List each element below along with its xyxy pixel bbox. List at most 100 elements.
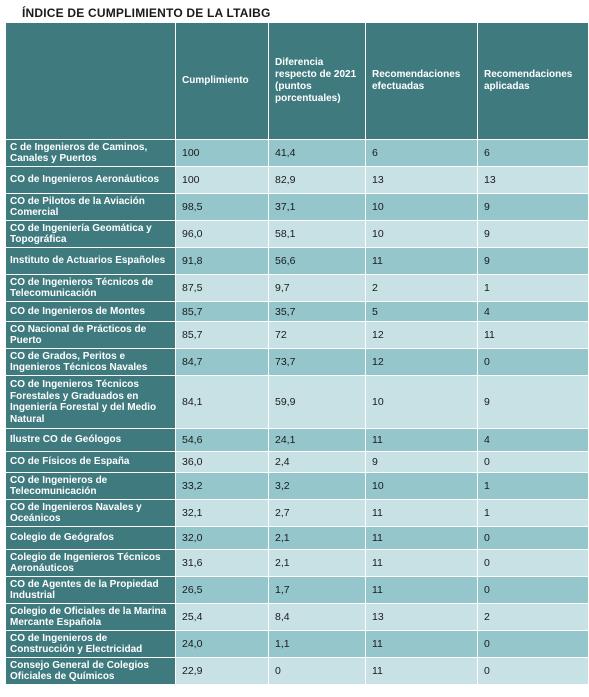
- entity-name-cell: CO de Ingenieros Navales y Oceánicos: [5, 499, 176, 527]
- entity-name-cell: CO de Ingenieros de Telecomunicación: [5, 472, 176, 500]
- diferencia-cell: 2,1: [268, 549, 366, 577]
- table-row: Instituto de Actuarios Españoles 91,8 56,6…: [5, 247, 589, 275]
- efectuadas-cell: 5: [365, 301, 478, 322]
- cumplimiento-cell: 24,0: [175, 630, 269, 658]
- header-efectuadas: Recomendaciones efectuadas: [365, 22, 478, 140]
- table-row: CO de Ingeniería Geomática y Topográfica…: [5, 220, 589, 248]
- header-diferencia: Diferencia respecto de 2021 (puntos porc…: [268, 22, 366, 140]
- aplicadas-cell: 13: [477, 166, 589, 194]
- efectuadas-cell: 11: [365, 549, 478, 577]
- diferencia-cell: 35,7: [268, 301, 366, 322]
- efectuadas-cell: 13: [365, 603, 478, 631]
- efectuadas-cell: 10: [365, 193, 478, 221]
- efectuadas-cell: 10: [365, 220, 478, 248]
- diferencia-cell: 82,9: [268, 166, 366, 194]
- cumplimiento-cell: 36,0: [175, 451, 269, 473]
- diferencia-cell: 59,9: [268, 375, 366, 429]
- efectuadas-cell: 11: [365, 576, 478, 604]
- efectuadas-cell: 9: [365, 451, 478, 473]
- entity-name-cell: CO de Ingenieros de Montes: [5, 301, 176, 322]
- aplicadas-cell: 1: [477, 472, 589, 500]
- diferencia-cell: 2,7: [268, 499, 366, 527]
- entity-name-cell: CO de Ingenieros de Construcción y Elect…: [5, 630, 176, 658]
- cumplimiento-cell: 84,7: [175, 348, 269, 376]
- header-aplicadas: Recomendaciones aplicadas: [477, 22, 589, 140]
- table-row: CO de Ingenieros de Telecomunicación 33,2…: [5, 472, 589, 500]
- diferencia-cell: 2,1: [268, 526, 366, 550]
- diferencia-cell: 58,1: [268, 220, 366, 248]
- aplicadas-cell: 1: [477, 499, 589, 527]
- table-body: C de Ingenieros de Caminos, Canales y Pu…: [5, 139, 589, 685]
- header-cumplimiento: Cumplimiento: [175, 22, 269, 140]
- aplicadas-cell: 0: [477, 526, 589, 550]
- cumplimiento-cell: 26,5: [175, 576, 269, 604]
- diferencia-cell: 24,1: [268, 428, 366, 452]
- cumplimiento-cell: 32,1: [175, 499, 269, 527]
- cumplimiento-cell: 91,8: [175, 247, 269, 275]
- table-row: CO de Ingenieros de Montes 85,7 35,7 5 4: [5, 301, 589, 322]
- aplicadas-cell: 2: [477, 603, 589, 631]
- table-row: CO de Grados, Peritos e Ingenieros Técni…: [5, 348, 589, 376]
- efectuadas-cell: 11: [365, 428, 478, 452]
- diferencia-cell: 1,1: [268, 630, 366, 658]
- cumplimiento-cell: 98,5: [175, 193, 269, 221]
- entity-name-cell: C de Ingenieros de Caminos, Canales y Pu…: [5, 139, 176, 167]
- aplicadas-cell: 0: [477, 451, 589, 473]
- table-row: Colegio de Ingenieros Técnicos Aeronáuti…: [5, 549, 589, 577]
- cumplimiento-cell: 33,2: [175, 472, 269, 500]
- cumplimiento-cell: 22,9: [175, 657, 269, 685]
- cumplimiento-cell: 54,6: [175, 428, 269, 452]
- efectuadas-cell: 11: [365, 499, 478, 527]
- cumplimiento-cell: 100: [175, 139, 269, 167]
- cumplimiento-cell: 85,7: [175, 321, 269, 349]
- entity-name-cell: CO de Agentes de la Propiedad Industrial: [5, 576, 176, 604]
- entity-name-cell: CO de Ingenieros Aeronáuticos: [5, 166, 176, 194]
- aplicadas-cell: 9: [477, 193, 589, 221]
- aplicadas-cell: 0: [477, 657, 589, 685]
- entity-name-cell: Ilustre CO de Geólogos: [5, 428, 176, 452]
- header-row: Cumplimiento Diferencia respecto de 2021…: [5, 22, 589, 140]
- aplicadas-cell: 9: [477, 375, 589, 429]
- diferencia-cell: 2,4: [268, 451, 366, 473]
- table-title: ÍNDICE DE CUMPLIMIENTO DE LA LTAIBG: [22, 6, 271, 20]
- entity-name-cell: Colegio de Ingenieros Técnicos Aeronáuti…: [5, 549, 176, 577]
- entity-name-cell: Instituto de Actuarios Españoles: [5, 247, 176, 275]
- diferencia-cell: 73,7: [268, 348, 366, 376]
- entity-name-cell: CO de Ingenieros Técnicos de Telecomunic…: [5, 274, 176, 302]
- diferencia-cell: 9,7: [268, 274, 366, 302]
- table-row: CO de Ingenieros Técnicos de Telecomunic…: [5, 274, 589, 302]
- diferencia-cell: 72: [268, 321, 366, 349]
- table-row: C de Ingenieros de Caminos, Canales y Pu…: [5, 139, 589, 167]
- table-row: CO de Pilotos de la Aviación Comercial 98…: [5, 193, 589, 221]
- aplicadas-cell: 4: [477, 428, 589, 452]
- efectuadas-cell: 11: [365, 526, 478, 550]
- table-row: CO de Ingenieros Aeronáuticos 100 82,9 13 13: [5, 166, 589, 194]
- diferencia-cell: 41,4: [268, 139, 366, 167]
- cumplimiento-cell: 25,4: [175, 603, 269, 631]
- entity-name-cell: Consejo General de Colegios Oficiales de…: [5, 657, 176, 685]
- efectuadas-cell: 10: [365, 472, 478, 500]
- aplicadas-cell: 9: [477, 247, 589, 275]
- cumplimiento-cell: 100: [175, 166, 269, 194]
- diferencia-cell: 37,1: [268, 193, 366, 221]
- compliance-table: Cumplimiento Diferencia respecto de 2021…: [5, 22, 589, 685]
- entity-name-cell: CO de Ingenieros Técnicos Forestales y G…: [5, 375, 176, 429]
- cumplimiento-cell: 32,0: [175, 526, 269, 550]
- aplicadas-cell: 0: [477, 348, 589, 376]
- table-row: Consejo General de Colegios Oficiales de…: [5, 657, 589, 685]
- cumplimiento-cell: 84,1: [175, 375, 269, 429]
- efectuadas-cell: 11: [365, 657, 478, 685]
- cumplimiento-cell: 96,0: [175, 220, 269, 248]
- entity-name-cell: Colegio de Oficiales de la Marina Mercan…: [5, 603, 176, 631]
- efectuadas-cell: 11: [365, 247, 478, 275]
- diferencia-cell: 0: [268, 657, 366, 685]
- table-row: CO de Agentes de la Propiedad Industrial…: [5, 576, 589, 604]
- table-row: Ilustre CO de Geólogos 54,6 24,1 11 4: [5, 428, 589, 452]
- table-header: Cumplimiento Diferencia respecto de 2021…: [5, 22, 589, 140]
- header-entity: [5, 22, 176, 140]
- aplicadas-cell: 0: [477, 576, 589, 604]
- cumplimiento-cell: 31,6: [175, 549, 269, 577]
- entity-name-cell: CO de Grados, Peritos e Ingenieros Técni…: [5, 348, 176, 376]
- efectuadas-cell: 2: [365, 274, 478, 302]
- aplicadas-cell: 4: [477, 301, 589, 322]
